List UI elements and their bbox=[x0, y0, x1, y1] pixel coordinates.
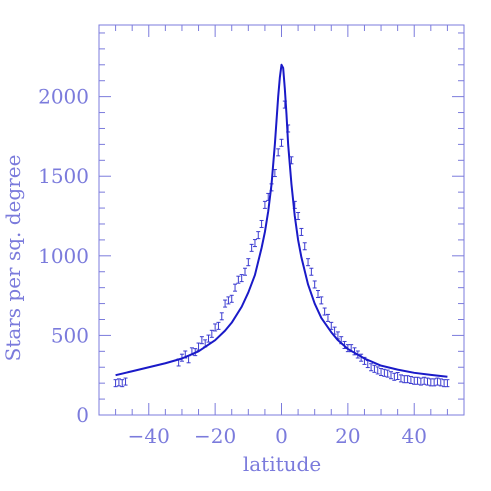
x-tick-label: −40 bbox=[128, 424, 170, 448]
data-point bbox=[296, 212, 301, 221]
data-point bbox=[306, 258, 311, 267]
plot-area bbox=[98, 24, 465, 416]
data-point bbox=[435, 377, 440, 386]
data-point bbox=[239, 274, 244, 283]
y-tick-label: 0 bbox=[76, 403, 89, 427]
data-point bbox=[249, 243, 254, 252]
data-point bbox=[229, 294, 234, 303]
data-point bbox=[309, 267, 314, 276]
data-point bbox=[223, 299, 228, 308]
data-point bbox=[408, 375, 413, 384]
data-point bbox=[276, 148, 281, 157]
data-point bbox=[382, 368, 387, 377]
data-point bbox=[329, 321, 334, 330]
data-point bbox=[226, 296, 231, 305]
data-point bbox=[206, 334, 211, 343]
data-point bbox=[116, 378, 121, 387]
data-point bbox=[445, 379, 450, 388]
data-point bbox=[302, 242, 307, 251]
data-point bbox=[259, 219, 264, 228]
data-point bbox=[316, 290, 320, 299]
x-tick-label: 20 bbox=[335, 424, 360, 448]
data-point bbox=[236, 275, 241, 284]
data-point bbox=[372, 364, 377, 373]
data-point bbox=[422, 376, 427, 385]
data-point bbox=[438, 378, 443, 387]
y-tick-label: 2000 bbox=[38, 85, 89, 109]
model-curve bbox=[115, 63, 448, 378]
axes bbox=[99, 25, 464, 416]
data-point bbox=[389, 371, 393, 380]
data-point bbox=[395, 371, 400, 381]
data-point bbox=[262, 200, 267, 209]
data-point bbox=[209, 329, 214, 338]
data-point bbox=[415, 376, 420, 385]
data-point bbox=[279, 138, 284, 147]
y-tick-label: 1000 bbox=[38, 244, 89, 268]
data-point bbox=[243, 267, 247, 276]
data-point bbox=[319, 296, 324, 305]
data-point bbox=[120, 379, 125, 388]
data-point bbox=[233, 283, 238, 292]
data-point bbox=[418, 377, 423, 386]
data-point bbox=[375, 366, 380, 375]
y-axis-label: Stars per sq. degree bbox=[1, 155, 25, 362]
y-tick-label: 500 bbox=[51, 323, 89, 347]
data-point bbox=[405, 375, 410, 384]
data-point bbox=[246, 258, 251, 267]
data-point bbox=[123, 377, 128, 386]
data-point bbox=[425, 377, 430, 386]
data-point bbox=[113, 379, 118, 388]
data-point bbox=[392, 372, 397, 381]
data-point bbox=[398, 374, 403, 383]
x-tick-label: 0 bbox=[275, 424, 288, 448]
y-tick-label: 1500 bbox=[38, 164, 89, 188]
data-point bbox=[322, 307, 327, 316]
data-point bbox=[432, 378, 437, 387]
tick-labels: −40 −20 0 20 40 0 500 1000 1500 2000 bbox=[38, 85, 427, 448]
data-point bbox=[325, 313, 330, 322]
data-point bbox=[299, 227, 304, 236]
data-point bbox=[199, 336, 204, 345]
data-points bbox=[113, 100, 450, 388]
data-point bbox=[379, 368, 384, 377]
data-point bbox=[256, 231, 261, 240]
data-point bbox=[385, 369, 390, 378]
data-point bbox=[252, 239, 257, 248]
x-tick-label: 40 bbox=[402, 424, 427, 448]
x-axis-label: latitude bbox=[243, 452, 321, 476]
data-point bbox=[213, 323, 218, 332]
plot-frame bbox=[98, 24, 465, 416]
data-point bbox=[369, 363, 374, 372]
data-point bbox=[216, 321, 221, 330]
data-point bbox=[219, 312, 224, 321]
data-point bbox=[312, 280, 317, 289]
x-tick-label: −20 bbox=[194, 424, 236, 448]
